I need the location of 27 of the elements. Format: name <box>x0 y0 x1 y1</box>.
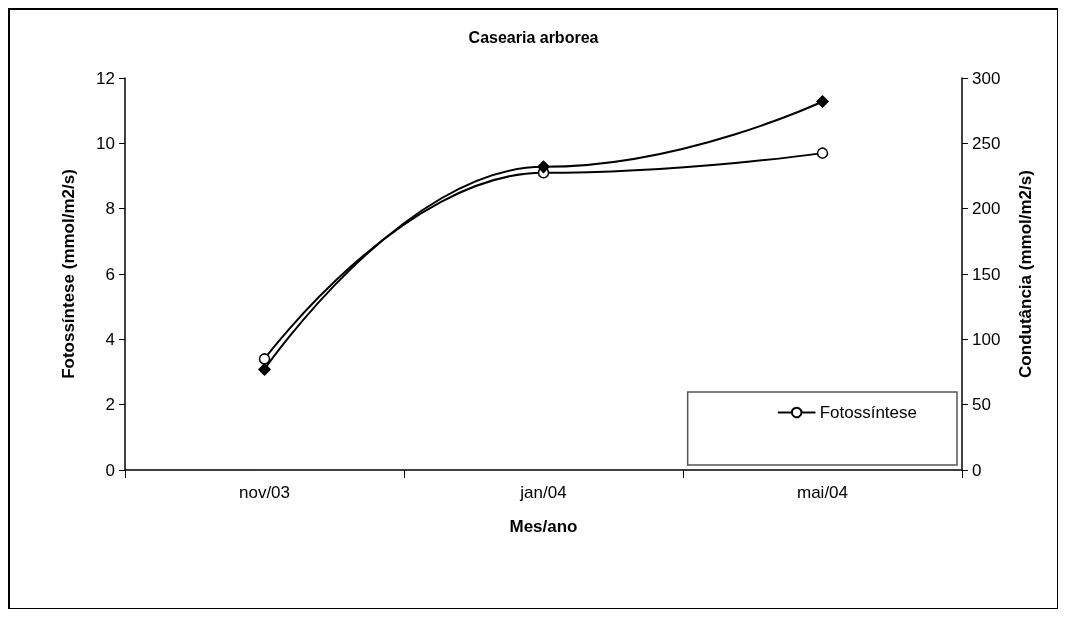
x-axis-title: Mes/ano <box>509 517 578 536</box>
chart-title: Casearia arborea <box>468 28 599 46</box>
y-tick-label: 2 <box>105 395 115 415</box>
y-tick-label: 6 <box>105 264 115 284</box>
y-tick-label: 8 <box>105 199 115 219</box>
x-tick-label: mai/04 <box>796 483 849 502</box>
y2-tick-label: 50 <box>972 395 991 415</box>
y2-tick-label: 150 <box>972 264 1001 284</box>
y-axis-title: Fotossíntese (mmol/m2/s) <box>59 169 78 379</box>
y2-tick-label: 0 <box>972 460 982 480</box>
legend-label: Fotossíntese <box>819 403 917 422</box>
y-tick-label: 10 <box>96 133 115 153</box>
point <box>258 363 271 376</box>
y-tick-label: 4 <box>105 329 115 349</box>
y2-axis-title: Condutância (mmol/m2/s) <box>1016 170 1035 378</box>
y2-tick-label: 100 <box>972 329 1001 349</box>
y2-tick-label: 300 <box>972 68 1001 88</box>
point <box>537 160 550 174</box>
point <box>258 353 271 365</box>
x-tick-label: nov/03 <box>238 483 291 502</box>
y-tick-label: 12 <box>96 68 115 88</box>
y-tick-label: 0 <box>105 460 115 480</box>
point <box>816 147 829 159</box>
y2-tick-label: 200 <box>972 199 1001 219</box>
point <box>816 95 829 108</box>
x-tick-label: jan/04 <box>519 483 567 502</box>
y2-tick-label: 250 <box>972 133 1001 153</box>
